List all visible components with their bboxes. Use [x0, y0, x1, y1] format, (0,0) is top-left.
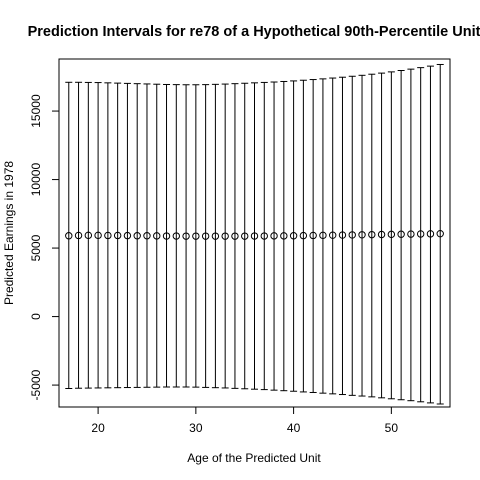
point-estimate-marker — [338, 231, 347, 239]
x-axis: 20 30 40 50 — [91, 406, 399, 435]
point-estimate-marker — [162, 232, 171, 240]
point-estimate-marker — [368, 230, 376, 239]
point-estimate-marker — [221, 232, 229, 240]
point-estimate-marker — [172, 232, 181, 240]
y-tick-label: -5000 — [29, 369, 43, 400]
y-axis: -5000 0 5000 10000 15000 — [29, 94, 60, 400]
x-axis-label: Age of the Predicted Unit — [187, 451, 321, 465]
point-estimate-marker — [250, 232, 259, 240]
y-tick-label: 0 — [29, 313, 43, 320]
point-estimate-marker — [133, 232, 141, 240]
point-estimate-marker — [407, 230, 415, 238]
point-estimate-marker — [192, 232, 200, 240]
point-estimate-marker — [436, 229, 444, 238]
point-estimate-marker — [84, 231, 93, 240]
point-estimates — [65, 229, 444, 240]
point-estimate-marker — [201, 232, 210, 240]
point-estimate-marker — [319, 231, 327, 240]
point-estimate-marker — [113, 231, 122, 240]
point-estimate-marker — [358, 231, 366, 239]
y-tick-label: 15000 — [29, 94, 43, 128]
point-estimate-marker — [143, 232, 151, 240]
point-estimate-marker — [65, 232, 73, 240]
point-estimate-marker — [299, 231, 308, 240]
x-tick-label: 50 — [385, 421, 399, 435]
chart-title: Prediction Intervals for re78 of a Hypot… — [28, 24, 480, 40]
y-tick-label: 5000 — [29, 234, 43, 261]
point-estimate-marker — [104, 231, 112, 240]
point-estimate-marker — [397, 230, 405, 238]
point-estimate-marker — [377, 230, 386, 239]
point-estimate-marker — [211, 232, 220, 240]
point-estimate-marker — [289, 232, 298, 240]
point-estimate-marker — [74, 231, 83, 240]
x-tick-label: 20 — [91, 421, 105, 435]
point-estimate-marker — [123, 231, 132, 240]
point-estimate-marker — [280, 232, 288, 240]
point-estimate-marker — [329, 231, 337, 239]
prediction-intervals — [65, 63, 444, 405]
point-estimate-marker — [231, 232, 239, 240]
point-estimate-marker — [387, 230, 396, 239]
point-estimate-marker — [270, 232, 278, 240]
y-tick-label: 10000 — [29, 163, 43, 197]
point-estimate-marker — [241, 232, 249, 240]
point-estimate-marker — [153, 232, 161, 240]
y-axis-label: Predicted Earnings in 1978 — [2, 161, 16, 305]
x-tick-label: 30 — [189, 421, 203, 435]
point-estimate-marker — [309, 231, 317, 240]
x-tick-label: 40 — [287, 421, 301, 435]
point-estimate-marker — [182, 232, 190, 240]
point-estimate-marker — [348, 231, 356, 239]
point-estimate-marker — [426, 230, 435, 238]
point-estimate-marker — [416, 230, 425, 238]
point-estimate-marker — [260, 232, 268, 240]
point-estimate-marker — [94, 231, 102, 240]
